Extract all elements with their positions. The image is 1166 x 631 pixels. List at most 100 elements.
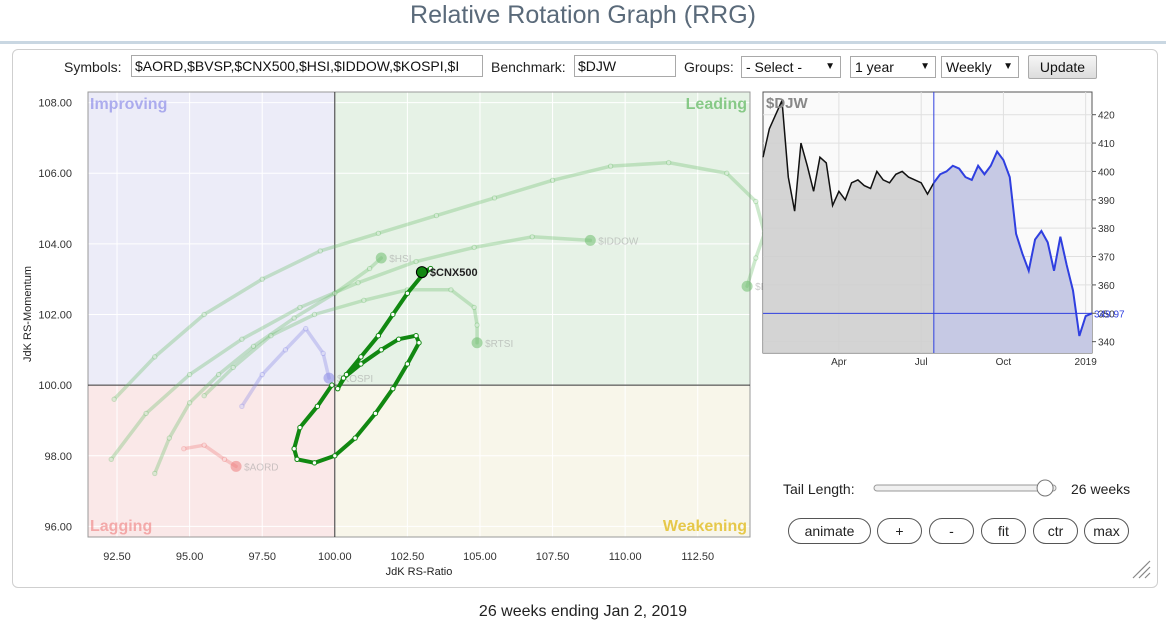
security-head[interactable] (471, 337, 483, 349)
security-head[interactable] (230, 460, 242, 472)
tail-point (297, 304, 303, 311)
x-tick-label: 100.00 (318, 551, 352, 563)
tail-point (448, 287, 454, 293)
tail-point (221, 456, 228, 463)
tail-point (378, 347, 384, 353)
tail-point (358, 354, 364, 360)
tail-point (753, 198, 759, 205)
x-tick-label: 102.50 (391, 551, 425, 563)
security-head[interactable] (584, 234, 596, 246)
benchmark-y-tick-label: 340 (1098, 338, 1115, 349)
tail-point (366, 265, 373, 272)
quadrant-weakening (334, 385, 750, 537)
tail-line (153, 256, 384, 476)
tail-point (250, 343, 257, 349)
tail-point (427, 265, 434, 272)
tail-point (390, 311, 396, 318)
center-button[interactable]: ctr (1033, 518, 1078, 544)
tail-length-slider-track[interactable] (873, 484, 1057, 492)
security-head[interactable] (415, 266, 428, 279)
symbols-input[interactable]: $AORD,$BVSP,$CNX500,$HSI,$IDDOW,$KOSPI,$… (131, 55, 483, 77)
tail-point (291, 446, 297, 452)
tail-point (186, 400, 193, 406)
tail-point (375, 332, 382, 339)
benchmark-tail-area (933, 151, 1092, 353)
tail-point (239, 336, 245, 342)
x-tick-label: 105.00 (463, 551, 497, 563)
tail-point (404, 290, 411, 297)
tail-point (607, 163, 614, 169)
max-button[interactable]: max (1084, 518, 1129, 544)
y-tick-label: 100.00 (38, 380, 72, 392)
zoom-out-button[interactable]: - (929, 518, 974, 544)
tail-line (112, 160, 767, 402)
benchmark-symbol: $DJW (766, 95, 809, 112)
tail-point (282, 347, 289, 353)
resize-grip-icon[interactable] (1132, 560, 1151, 579)
animate-button[interactable]: animate (788, 518, 871, 544)
tail-point (108, 456, 114, 463)
tail-line (109, 235, 593, 462)
plot-frame (87, 91, 751, 538)
tail-point (355, 280, 361, 286)
tail-length-value: 26 weeks (1071, 481, 1131, 497)
quadrant-label-lagging: Lagging (90, 518, 152, 535)
tail-point (152, 354, 158, 360)
x-axis-title: JdK RS-Ratio (386, 566, 453, 578)
tail-point (201, 311, 207, 318)
tail-point (111, 396, 117, 402)
tail-point (335, 385, 341, 392)
tail-point (268, 332, 274, 339)
tail-point (529, 234, 535, 240)
update-button[interactable]: Update (1028, 55, 1097, 79)
groups-label: Groups: (684, 59, 734, 75)
period-select[interactable]: 1 year ▼ (850, 56, 936, 78)
tail-point (413, 332, 419, 339)
zoom-in-button[interactable]: + (877, 518, 922, 544)
tail-point (201, 442, 207, 448)
security-head[interactable] (375, 252, 387, 264)
y-tick-label: 104.00 (38, 239, 72, 251)
x-tick-label: 107.50 (536, 551, 570, 563)
groups-select[interactable]: - Select - ▼ (741, 56, 841, 78)
tail-point (491, 195, 498, 201)
tail-point (311, 311, 318, 318)
tail-point (186, 371, 193, 378)
tail-line (202, 288, 479, 398)
tail-point (332, 453, 338, 459)
fit-button[interactable]: fit (981, 518, 1026, 544)
x-tick-label: 110.00 (609, 551, 642, 563)
tail-point (317, 248, 323, 254)
tail-point (239, 403, 245, 410)
tail-length-slider-handle[interactable] (1036, 479, 1054, 497)
tail-point (416, 340, 422, 346)
benchmark-y-tick-label: 370 (1098, 253, 1115, 264)
benchmark-last-value: 349.97 (1094, 309, 1125, 320)
security-head[interactable] (323, 372, 335, 384)
tail-point (343, 371, 350, 378)
tail-point (201, 393, 207, 399)
security-label: $KOSPI (337, 374, 373, 385)
benchmark-y-tick-label: 360 (1098, 281, 1115, 292)
benchmark-y-tick-label: 410 (1098, 139, 1115, 150)
tail-point (724, 170, 730, 176)
tail-point (390, 385, 396, 392)
security-label: $RTSI (485, 339, 513, 350)
x-tick-label: 112.50 (681, 551, 714, 563)
tail-point (361, 297, 367, 304)
resize-grip-icon[interactable] (1144, 572, 1151, 579)
quadrant-lagging (88, 385, 335, 537)
benchmark-x-tick-label: Apr (831, 357, 847, 368)
tail-point (329, 382, 335, 388)
tail-point (471, 304, 477, 311)
y-tick-label: 106.00 (38, 168, 72, 180)
tail-point (294, 456, 300, 463)
security-head[interactable] (741, 280, 753, 292)
benchmark-y-tick-label: 350 (1098, 309, 1115, 320)
page-title: Relative Rotation Graph (RRG) (410, 1, 756, 29)
resize-grip-icon[interactable] (1138, 566, 1151, 579)
benchmark-input[interactable]: $DJW (574, 55, 676, 77)
interval-select[interactable]: Weekly ▼ (941, 56, 1019, 78)
benchmark-y-tick-label: 420 (1098, 111, 1115, 122)
